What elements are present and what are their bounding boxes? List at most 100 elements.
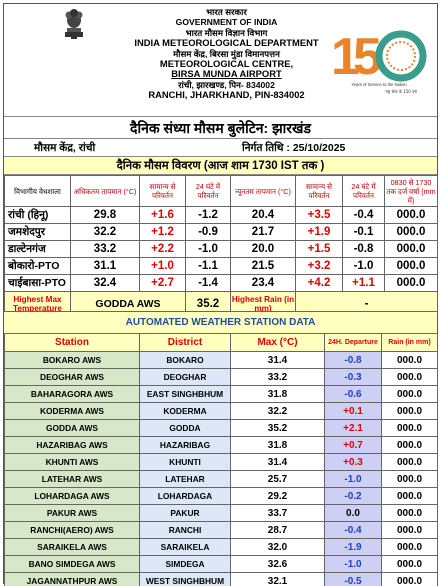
aws-max: 35.2 — [230, 419, 325, 437]
min-24h-change: -1.0 — [342, 257, 385, 275]
max-temp: 32.4 — [70, 274, 140, 292]
aws-max: 32.0 — [230, 538, 325, 556]
aws-district: PAKUR — [139, 504, 231, 522]
aws-district: KODERMA — [139, 402, 231, 420]
aws-station: HAZARIBAG AWS — [4, 436, 140, 454]
hi-gov: भारत सरकार — [206, 7, 247, 17]
daily-header-row: विभागीय वेधशाला अधिकतम तापमान (°C) सामान… — [4, 175, 438, 207]
hi-ministry: भारत मौसम विज्ञान विभाग — [185, 27, 268, 38]
aws-departure: +0.7 — [324, 436, 382, 454]
min-24h-change: -0.4 — [342, 206, 385, 224]
aws-district: LATEHAR — [139, 470, 231, 488]
national-emblem-icon — [65, 9, 83, 39]
aws-max: 31.8 — [230, 385, 325, 403]
hi-address: रांची, झारखण्ड, पिन- 834002 — [178, 79, 275, 90]
station-name: बोकारो-PTO — [4, 257, 71, 275]
aws-row: KHUNTI AWS KHUNTI 31.4 +0.3 000.0 — [4, 453, 438, 471]
rainfall: 000.0 — [384, 257, 438, 275]
aws-title: AUTOMATED WEATHER STATION DATA — [4, 311, 437, 333]
min-24h-change: -0.8 — [342, 240, 385, 258]
daily-row: डाल्टेनगंज 33.2 +2.2 -1.0 20.0 +1.5 -0.8 000.0 — [4, 240, 438, 258]
col-max-24h: 24 घंटे में परिवर्तन — [185, 175, 231, 207]
daily-subtitle: दैनिक मौसम विवरण (आज शाम 1730 IST तक ) — [4, 156, 437, 175]
min-temp: 23.4 — [230, 274, 296, 292]
aws-departure: 0.0 — [324, 504, 382, 522]
aws-departure: -0.5 — [324, 572, 382, 586]
aws-district: SIMDEGA — [139, 555, 231, 573]
aws-max: 25.7 — [230, 470, 325, 488]
aws-row: LOHARDAGA AWS LOHARDAGA 29.2 -0.2 000.0 — [4, 487, 438, 505]
aws-station: BAHARAGORA AWS — [4, 385, 140, 403]
aws-rain: 000.0 — [381, 555, 438, 573]
max-temp: 29.8 — [70, 206, 140, 224]
max-temp: 31.1 — [70, 257, 140, 275]
aws-max: 33.2 — [230, 368, 325, 386]
aws-departure: -0.4 — [324, 521, 382, 539]
max-departure: +1.2 — [139, 223, 186, 241]
meta-row: मौसम केंद्र, रांची निर्गत तिथि : 25/10/2… — [4, 138, 437, 156]
en-imd: INDIA METEOROLOGICAL DEPARTMENT — [134, 37, 319, 49]
max-departure: +2.2 — [139, 240, 186, 258]
max-24h-change: -1.4 — [185, 274, 231, 292]
aws-station: KHUNTI AWS — [4, 453, 140, 471]
bulletin-title: दैनिक संध्या मौसम बुलेटिन: झारखंड — [4, 116, 437, 138]
aws-departure: -1.0 — [324, 470, 382, 488]
col-rain: 0830 से 1730 तक दर्ज वर्षा (mm में) — [384, 175, 438, 207]
centre-name: मौसम केंद्र, रांची — [34, 142, 96, 154]
aws-departure: -1.0 — [324, 555, 382, 573]
aws-departure: -0.2 — [324, 487, 382, 505]
daily-row: रांची (हिनू) 29.8 +1.6 -1.2 20.4 +3.5 -0.4 000.… — [4, 206, 438, 224]
issue-date: निर्गत तिथि : 25/10/2025 — [242, 142, 346, 154]
aws-row: BANO SIMDEGA AWS SIMDEGA 32.6 -1.0 000.0 — [4, 555, 438, 573]
aws-max: 32.2 — [230, 402, 325, 420]
aws-col-station: Station — [4, 333, 140, 352]
max-temp: 33.2 — [70, 240, 140, 258]
aws-col-departure: 24H. Departure — [324, 333, 382, 352]
rainfall: 000.0 — [384, 206, 438, 224]
min-departure: +1.9 — [295, 223, 343, 241]
aws-row: BAHARAGORA AWS EAST SINGHBHUM 31.8 -0.6 000.… — [4, 385, 438, 403]
aws-rain: 000.0 — [381, 504, 438, 522]
aws-district: BOKARO — [139, 351, 231, 369]
aws-row: LATEHAR AWS LATEHAR 25.7 -1.0 000.0 — [4, 470, 438, 488]
max-24h-change: -1.1 — [185, 257, 231, 275]
station-name: रांची (हिनू) — [4, 206, 71, 224]
aws-district: SARAIKELA — [139, 538, 231, 556]
aws-max: 31.4 — [230, 453, 325, 471]
logo-caption: Years of Service to the Nation — [351, 82, 407, 87]
col-min-temp: न्यूनतम तापमान (°C) — [230, 175, 296, 207]
aws-row: SARAIKELA AWS SARAIKELA 32.0 -1.9 000.0 — [4, 538, 438, 556]
en-address: RANCHI, JHARKHAND, PIN-834002 — [148, 89, 305, 101]
aws-rain: 000.0 — [381, 572, 438, 586]
aws-row: RANCHI(AERO) AWS RANCHI 28.7 -0.4 000.0 — [4, 521, 438, 539]
aws-rain: 000.0 — [381, 470, 438, 488]
aws-station: BANO SIMDEGA AWS — [4, 555, 140, 573]
min-departure: +1.5 — [295, 240, 343, 258]
aws-max: 28.7 — [230, 521, 325, 539]
aws-station: LATEHAR AWS — [4, 470, 140, 488]
aws-rain: 000.0 — [381, 538, 438, 556]
aws-station: KODERMA AWS — [4, 402, 140, 420]
aws-district: WEST SINGHBHUM — [139, 572, 231, 586]
aws-station: DEOGHAR AWS — [4, 368, 140, 386]
col-max-temp: अधिकतम तापमान (°C) — [70, 175, 140, 207]
aws-district: EAST SINGHBHUM — [139, 385, 231, 403]
col-observatory: विभागीय वेधशाला — [4, 175, 71, 207]
aws-max: 32.1 — [230, 572, 325, 586]
aws-rain: 000.0 — [381, 351, 438, 369]
aws-departure: +0.1 — [324, 402, 382, 420]
max-departure: +2.7 — [139, 274, 186, 292]
rainfall: 000.0 — [384, 223, 438, 241]
en-gov: GOVERNMENT OF INDIA — [175, 17, 278, 28]
aws-departure: -1.9 — [324, 538, 382, 556]
daily-table: विभागीय वेधशाला अधिकतम तापमान (°C) सामान… — [4, 175, 438, 316]
aws-station: PAKUR AWS — [4, 504, 140, 522]
en-centre: METEOROLOGICAL CENTRE, — [159, 58, 294, 70]
hi-centre: मौसम केंद्र, बिरसा मुंडा विमानपत्तन — [173, 48, 280, 59]
aws-rain: 000.0 — [381, 453, 438, 471]
aws-row: JAGANNATHPUR AWS WEST SINGHBHUM 32.1 -0.5 00… — [4, 572, 438, 586]
imd-150-years-logo: 1 5 Years of Service to the Nation राष्ट… — [331, 28, 427, 94]
col-max-departure: सामान्य से परिवर्तन — [139, 175, 186, 207]
aws-district: LOHARDAGA — [139, 487, 231, 505]
min-temp: 21.7 — [230, 223, 296, 241]
